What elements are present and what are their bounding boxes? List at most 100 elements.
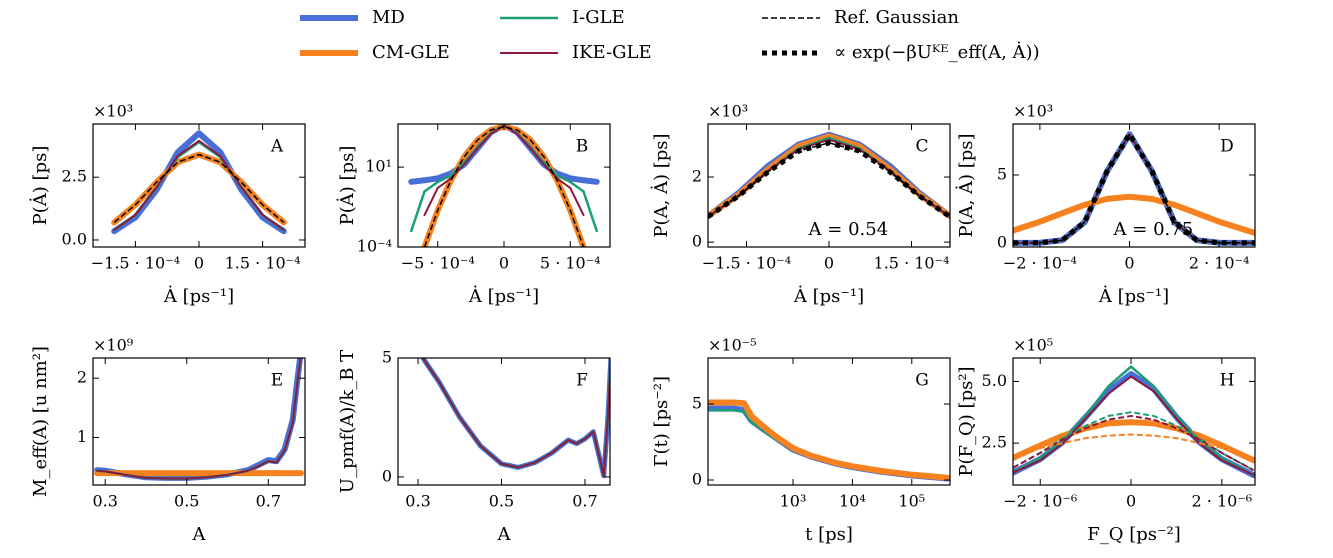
x-axis-label: F_Q [ps⁻²]	[1087, 524, 1181, 545]
x-tick-label: −5 · 10⁻⁴	[401, 254, 475, 273]
y-tick-label: 5.0	[982, 371, 1007, 390]
series-line	[1013, 365, 1255, 477]
panel: 0.3 0.5 0.7 0 5 U_pmf(A)/k_B T A F	[337, 348, 611, 545]
series-line	[708, 142, 950, 218]
y-tick-label: 5	[692, 394, 702, 413]
axes-frame	[1012, 123, 1256, 248]
series-line	[423, 124, 585, 217]
series-line	[708, 399, 950, 481]
y-tick-label: 2.5	[62, 167, 87, 186]
series-line	[1013, 414, 1255, 472]
y-tick-label: 5	[997, 164, 1007, 183]
y-multiplier: ×10³	[1013, 102, 1053, 121]
series-line	[1013, 131, 1255, 246]
x-tick-label: 10³	[780, 492, 807, 511]
axes-frame	[707, 357, 951, 486]
y-tick-label: 10⁻⁴	[357, 237, 392, 256]
series-line	[708, 136, 950, 218]
panel-letter: D	[1220, 137, 1234, 157]
y-axis-label: P(Ȧ) [ps]	[28, 146, 51, 226]
series-line	[1013, 375, 1255, 477]
x-tick-label: 0	[194, 254, 204, 273]
panel-letter: C	[915, 137, 928, 157]
x-axis-label: A	[497, 524, 512, 545]
y-tick-label: 10¹	[365, 157, 392, 176]
x-tick-label: 5 · 10⁻⁴	[540, 254, 601, 273]
series-line	[1013, 419, 1255, 464]
series-line	[96, 358, 302, 480]
series-line	[708, 405, 950, 482]
series-line	[1013, 433, 1254, 459]
panel: −2 · 10⁻⁴ 0 2 · 10⁻⁴ 0 5 ×10³ P(A, Ȧ) [ps] Ȧ [p…	[954, 102, 1256, 307]
series-line	[408, 124, 600, 185]
x-axis-label: t [ps]	[805, 524, 853, 545]
y-axis-label: P(F_Q) [ps²]	[956, 366, 977, 476]
y-multiplier: ×10³	[708, 102, 748, 121]
series-line	[421, 358, 610, 477]
series-line	[708, 408, 949, 480]
x-tick-label: 0	[824, 254, 834, 273]
y-axis-label: P(A, Ȧ) [ps]	[649, 133, 672, 237]
panel: 10³ 10⁴ 10⁵ 0 5 ×10⁻⁵ Γ(t) [ps⁻²] t [ps] G	[651, 336, 951, 545]
plot-area	[111, 130, 287, 235]
y-tick-label: 5	[382, 348, 392, 367]
series-line	[708, 133, 950, 220]
legend-label: I-GLE	[572, 7, 625, 28]
y-multiplier: ×10⁵	[1013, 336, 1053, 355]
x-tick-label: 0	[1124, 254, 1134, 273]
x-tick-label: 0	[1126, 492, 1136, 511]
plot-area	[94, 358, 304, 481]
x-tick-label: −1.5 · 10⁻⁴	[91, 254, 180, 273]
panel: −1.5 · 10⁻⁴ 0 1.5 · 10⁻⁴ 0.0 2.5 ×10³ P(Ȧ) [ps…	[28, 102, 306, 307]
x-tick-label: 2 · 10⁻⁶	[1192, 492, 1253, 511]
x-tick-label: 0	[499, 254, 509, 273]
series-line	[708, 138, 950, 218]
y-tick-label: 2.5	[982, 433, 1007, 452]
y-multiplier: ×10⁹	[93, 336, 134, 355]
series-line	[113, 139, 285, 231]
y-axis-label: Γ(t) [ps⁻²]	[651, 376, 672, 467]
annotation: A = 0.75	[1113, 219, 1194, 240]
series-line	[113, 153, 285, 223]
x-tick-label: 0.7	[256, 492, 281, 511]
x-tick-label: −2 · 10⁻⁴	[1003, 254, 1077, 273]
plot-area	[708, 131, 950, 220]
y-axis-label: P(Ȧ) [ps]	[335, 146, 358, 226]
panel-letter: E	[271, 371, 283, 391]
plot-area	[419, 358, 610, 479]
y-multiplier: ×10³	[93, 102, 133, 121]
axes-frame	[397, 357, 611, 486]
series-line	[421, 358, 610, 477]
series-line	[419, 358, 610, 479]
x-axis-label: Ȧ [ps⁻¹]	[793, 284, 864, 307]
plot-area	[708, 399, 950, 482]
y-tick-label: 0	[692, 232, 702, 251]
x-tick-label: −2 · 10⁻⁶	[1003, 492, 1077, 511]
legend-label: MD	[372, 7, 405, 28]
series-line	[708, 131, 950, 220]
series-line	[111, 130, 287, 235]
x-tick-label: 0.5	[174, 492, 199, 511]
y-axis-label: P(A, Ȧ) [ps]	[954, 133, 977, 237]
x-tick-label: 0.3	[405, 492, 430, 511]
x-tick-label: 1.5 · 10⁻⁴	[225, 254, 301, 273]
legend-label: CM-GLE	[372, 42, 450, 63]
panel: 0.3 0.5 0.7 1 2 ×10⁹ M_eff(A) [u nm²] A E	[30, 336, 306, 545]
y-axis-label: M_eff(A) [u nm²]	[30, 346, 51, 497]
legend-label: ∝ exp(−βUᴷᴱ_eff(A, Ȧ))	[834, 40, 1040, 63]
x-axis-label: Ȧ [ps⁻¹]	[1098, 284, 1169, 307]
y-tick-label: 1	[77, 427, 87, 446]
legend: MD CM-GLE I-GLE IKE-GLE Ref. Gaussian ∝ exp(−…	[300, 7, 1040, 63]
x-tick-label: −1.5 · 10⁻⁴	[702, 254, 791, 273]
axes-frame	[92, 357, 306, 486]
panel-letter: G	[915, 371, 929, 391]
x-axis-label: Ȧ [ps⁻¹]	[163, 284, 234, 307]
panel-letter: A	[270, 137, 284, 157]
series-line	[423, 125, 585, 247]
x-tick-label: 2 · 10⁻⁴	[1189, 254, 1250, 273]
y-multiplier: ×10⁻⁵	[708, 336, 757, 355]
y-tick-label: 2	[692, 167, 702, 186]
